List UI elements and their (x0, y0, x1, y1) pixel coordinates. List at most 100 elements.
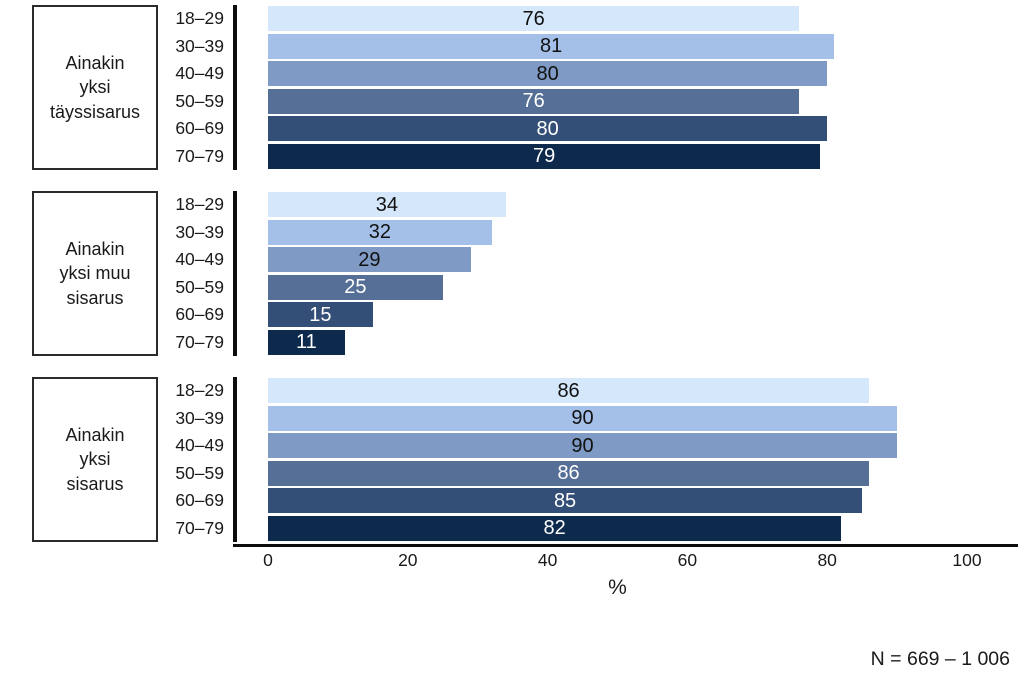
age-tick-label: 40–49 (175, 63, 224, 84)
bar: 80 (268, 61, 828, 87)
bar-value-label: 81 (539, 35, 563, 58)
bar-value-label: 34 (375, 193, 398, 216)
bar-row: 30–39 90 (158, 404, 967, 432)
age-tick-label: 60–69 (175, 118, 224, 139)
age-tick-label: 70–79 (175, 517, 224, 538)
group-label-text: Ainakin yksi muu sisarus (59, 239, 131, 308)
group-rows: 18–29 76 30–39 81 40–49 80 50–59 76 60–69 80 70–79… (158, 5, 967, 170)
bar: 76 (268, 88, 800, 114)
bar-row: 60–69 15 (158, 301, 967, 329)
age-tick-label: 70–79 (175, 145, 224, 166)
bar-track: 81 (233, 32, 967, 60)
x-tick-label: 40 (537, 550, 558, 570)
age-tick-label: 50–59 (175, 462, 224, 483)
x-tick-label: 80 (817, 550, 837, 570)
x-axis-title: % (608, 576, 627, 599)
bar-value-label: 80 (536, 62, 559, 85)
age-tick-label: 50–59 (175, 90, 224, 111)
bar-groups: Ainakin yksi täyssisarus 18–29 76 30–39 81 40–4… (0, 5, 1024, 542)
bar-row: 18–29 86 (158, 377, 967, 405)
group-label-box: Ainakin yksi sisarus (32, 377, 158, 542)
bar-row: 50–59 25 (158, 273, 967, 301)
x-tick-label: 0 (263, 550, 273, 570)
age-tick-label: 40–49 (175, 249, 224, 270)
bar-value-label: 82 (543, 517, 566, 540)
bar-track: 32 (233, 218, 967, 246)
bar-value-label: 79 (532, 145, 556, 168)
age-tick-label: 50–59 (175, 276, 224, 297)
bar-track: 85 (233, 487, 967, 515)
bar: 86 (268, 378, 870, 404)
bar: 85 (268, 488, 863, 514)
bar-row: 60–69 85 (158, 487, 967, 515)
bar-row: 70–79 11 (158, 328, 967, 356)
bar-row: 18–29 34 (158, 191, 967, 219)
group-rows: 18–29 34 30–39 32 40–49 29 50–59 25 60–69 15 70–79… (158, 191, 967, 356)
bar-group-3: Ainakin yksi sisarus 18–29 86 30–39 90 40–49 90 5… (0, 377, 1024, 542)
bar-track: 76 (233, 87, 967, 115)
bar-value-label: 86 (557, 462, 580, 485)
bar-value-label: 11 (296, 331, 317, 354)
bar-row: 70–79 79 (158, 142, 967, 170)
bar-row: 50–59 86 (158, 459, 967, 487)
age-tick-label: 40–49 (175, 435, 224, 456)
bar-row: 30–39 32 (158, 218, 967, 246)
bar-track: 82 (233, 514, 967, 542)
bar-value-label: 90 (571, 434, 594, 457)
bar-track: 86 (233, 377, 967, 405)
bar-track: 29 (233, 246, 967, 274)
bar-track: 80 (233, 115, 967, 143)
bar: 11 (268, 329, 345, 355)
bar-track: 90 (233, 432, 967, 460)
bar-row: 60–69 80 (158, 115, 967, 143)
x-axis-line (233, 544, 1018, 547)
bar: 80 (268, 116, 828, 142)
bar-track: 11 (233, 328, 967, 356)
age-tick-label: 18–29 (175, 194, 224, 215)
group-label-box: Ainakin yksi muu sisarus (32, 191, 158, 356)
x-tick-label: 60 (677, 550, 698, 570)
bar-value-label: 86 (557, 379, 580, 402)
age-tick-label: 30–39 (175, 407, 224, 428)
bar-track: 76 (233, 5, 967, 33)
age-tick-label: 70–79 (175, 331, 224, 352)
bar-row: 70–79 82 (158, 514, 967, 542)
x-tick-label: 100 (952, 550, 982, 570)
bar-value-label: 85 (553, 489, 577, 512)
age-tick-label: 18–29 (175, 8, 224, 29)
bar-value-label: 76 (522, 90, 545, 113)
bar: 81 (268, 33, 835, 59)
x-axis-ticks: 0 20 40 60 80 100 (263, 550, 981, 574)
bar: 29 (268, 247, 471, 273)
sample-size-note: N = 669 – 1 006 (870, 648, 1010, 670)
bar-row: 18–29 76 (158, 5, 967, 33)
age-tick-label: 18–29 (175, 380, 224, 401)
bar-value-label: 29 (358, 248, 381, 271)
bar-value-label: 15 (309, 303, 332, 326)
bar-row: 30–39 81 (158, 32, 967, 60)
bar-track: 79 (233, 142, 967, 170)
age-tick-label: 60–69 (175, 490, 224, 511)
age-tick-label: 30–39 (175, 35, 224, 56)
bar: 79 (268, 143, 821, 169)
bar-track: 15 (233, 301, 967, 329)
bar: 86 (268, 460, 870, 486)
bar-value-label: 80 (536, 117, 559, 140)
group-label-box: Ainakin yksi täyssisarus (32, 5, 158, 170)
bar: 90 (268, 433, 898, 459)
bar-value-label: 32 (368, 221, 391, 244)
bar-group-2: Ainakin yksi muu sisarus 18–29 34 30–39 32 40–4… (0, 191, 1024, 356)
group-rows: 18–29 86 30–39 90 40–49 90 50–59 86 60–69 85 70–79… (158, 377, 967, 542)
bar-value-label: 76 (522, 7, 545, 30)
bar-track: 34 (233, 191, 967, 219)
group-label-text: Ainakin yksi sisarus (65, 425, 125, 494)
bar: 76 (268, 6, 800, 32)
bar-track: 80 (233, 60, 967, 88)
bar: 34 (268, 192, 506, 218)
bar-track: 86 (233, 459, 967, 487)
bar-value-label: 90 (571, 407, 594, 430)
bar: 25 (268, 274, 443, 300)
bar: 15 (268, 302, 373, 328)
bar: 32 (268, 219, 492, 245)
